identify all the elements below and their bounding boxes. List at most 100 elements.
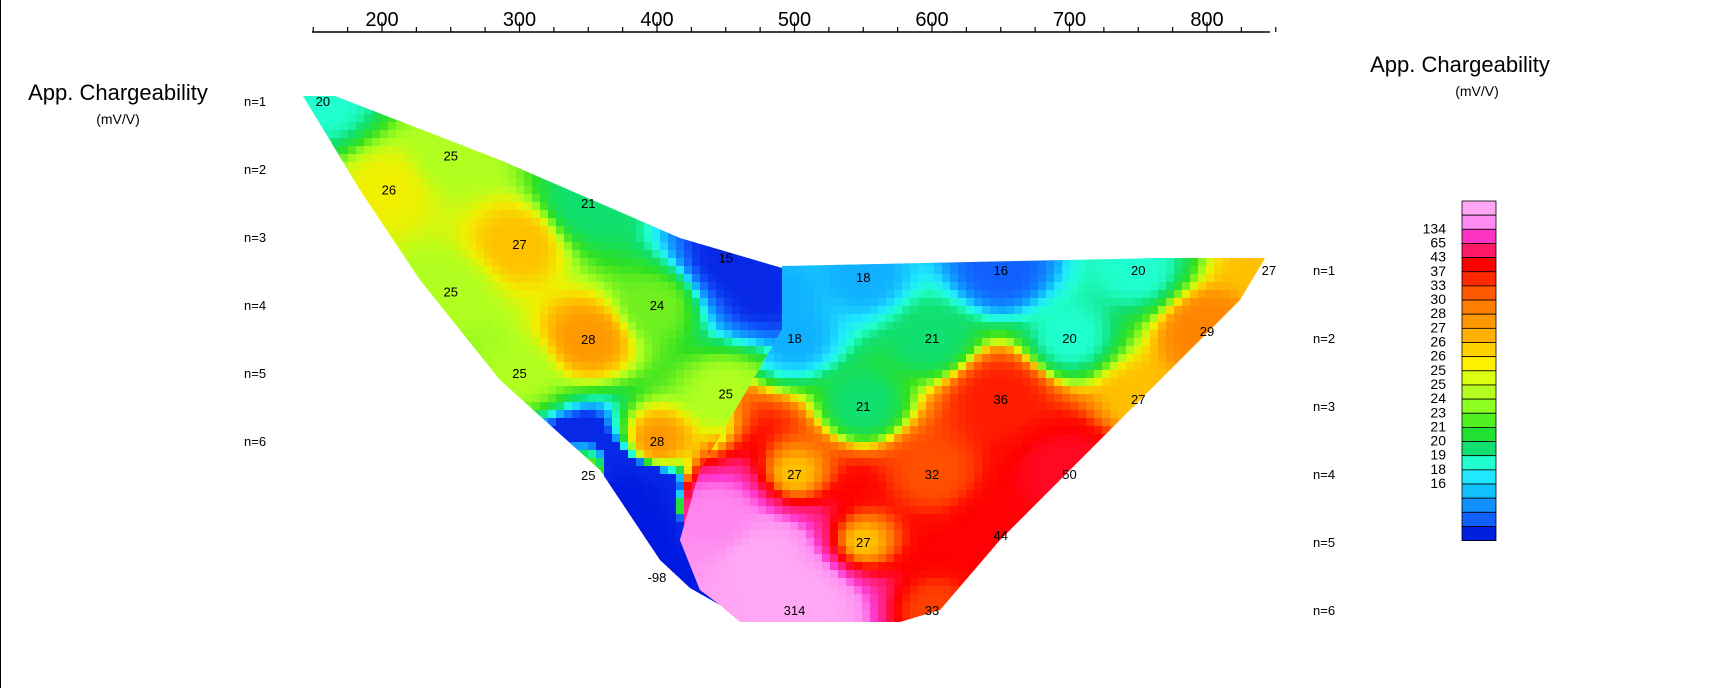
- colorbar-swatch: [1461, 483, 1497, 499]
- colorbar-tick-label: 23: [1430, 404, 1446, 420]
- data-value-label: 32: [925, 467, 939, 482]
- colorbar-tick-label: 25: [1430, 376, 1446, 392]
- colorbar-tick-label: 26: [1430, 348, 1446, 364]
- data-value-label: 27: [787, 467, 801, 482]
- data-value-label: -98: [648, 570, 667, 585]
- data-value-label: 28: [650, 434, 664, 449]
- left-level-label: n=4: [244, 298, 266, 313]
- colorbar-tick-label: 24: [1430, 390, 1446, 406]
- data-value-label: 20: [1062, 331, 1076, 346]
- data-value-label: 50: [1062, 467, 1076, 482]
- right-level-label: n=5: [1313, 535, 1335, 550]
- x-tick-label: 800: [1190, 9, 1223, 31]
- colorbar-tick-label: 21: [1430, 418, 1446, 434]
- x-tick-label: 700: [1053, 9, 1086, 31]
- colorbar-swatch: [1461, 469, 1497, 485]
- left-level-label: n=5: [244, 366, 266, 381]
- colorbar-swatch: [1461, 497, 1497, 513]
- data-value-label: 314: [784, 603, 806, 618]
- colorbar-swatch: [1461, 398, 1497, 414]
- data-value-label: 20: [1131, 263, 1145, 278]
- x-tick-label: 300: [503, 9, 536, 31]
- data-value-label: 25: [581, 468, 595, 483]
- colorbar-swatch: [1461, 214, 1497, 230]
- left-panel-title: App. Chargeability: [28, 80, 208, 105]
- colorbar-swatch: [1461, 228, 1497, 244]
- x-tick-label: 500: [778, 9, 811, 31]
- data-value-label: 18: [787, 331, 801, 346]
- x-axis: 200 300 400 500 600 700 800: [312, 9, 1277, 33]
- data-value-label: 21: [856, 399, 870, 414]
- data-value-label: 27: [1131, 392, 1145, 407]
- x-tick-label: 600: [915, 9, 948, 31]
- colorbar-tick-label: 43: [1430, 249, 1446, 265]
- colorbar-swatch: [1461, 313, 1497, 329]
- colorbar-swatch: [1461, 455, 1497, 471]
- colorbar-swatch: [1461, 384, 1497, 400]
- colorbar-swatch: [1461, 327, 1497, 343]
- data-value-label: 28: [581, 332, 595, 347]
- colorbar-tick-label: 27: [1430, 319, 1446, 335]
- colorbar-tick-label: 33: [1430, 277, 1446, 293]
- colorbar-swatch: [1461, 200, 1497, 216]
- data-value-label: 25: [719, 386, 733, 401]
- colorbar-swatch: [1461, 426, 1497, 442]
- colorbar-swatch: [1461, 441, 1497, 457]
- colorbar-swatch: [1461, 511, 1497, 527]
- colorbar-swatch: [1461, 285, 1497, 301]
- colorbar-tick-label: 37: [1430, 263, 1446, 279]
- data-value-label: 26: [382, 182, 396, 197]
- colorbar-tick-label: 25: [1430, 362, 1446, 378]
- colorbar-swatch: [1461, 370, 1497, 386]
- data-value-label: 21: [925, 331, 939, 346]
- right-level-label: n=1: [1313, 263, 1335, 278]
- data-value-label: 20: [316, 94, 330, 109]
- data-value-label: 33: [925, 603, 939, 618]
- right-level-label: n=2: [1313, 331, 1335, 346]
- colorbar-swatch: [1461, 356, 1497, 372]
- colorbar-tick-label: 19: [1430, 447, 1446, 463]
- colorbar-swatch: [1461, 412, 1497, 428]
- x-tick-label: 200: [365, 9, 398, 31]
- left-level-label: n=6: [244, 434, 266, 449]
- colorbar-swatch: [1461, 243, 1497, 258]
- data-value-label: 27: [512, 237, 526, 252]
- colorbar-tick-label: 30: [1430, 291, 1446, 307]
- data-value-label: 25: [444, 284, 458, 299]
- colorbar-swatch: [1461, 257, 1497, 273]
- colorbar-tick-label: 16: [1430, 475, 1446, 491]
- colorbar-swatch: [1461, 526, 1497, 542]
- colorbar-tick-label: 20: [1430, 433, 1446, 449]
- data-value-label: 36: [994, 392, 1008, 407]
- data-value-label: 21: [581, 196, 595, 211]
- colorbar-tick-label: 134: [1423, 220, 1447, 236]
- data-value-label: 16: [994, 263, 1008, 278]
- data-value-label: 24: [650, 298, 664, 313]
- left-panel-unit: (mV/V): [96, 111, 140, 127]
- right-level-label: n=6: [1313, 603, 1335, 618]
- colorbar-title: App. Chargeability: [1370, 52, 1550, 77]
- right-level-label: n=4: [1313, 467, 1335, 482]
- left-level-label: n=3: [244, 230, 266, 245]
- left-level-label: n=1: [244, 94, 266, 109]
- data-value-label: 27: [856, 535, 870, 550]
- left-level-label: n=2: [244, 162, 266, 177]
- data-value-label: 27: [1262, 263, 1276, 278]
- colorbar-swatch: [1461, 271, 1497, 287]
- data-value-label: 18: [856, 270, 870, 285]
- colorbar-tick-label: 65: [1430, 234, 1446, 250]
- x-tick-label: 400: [640, 9, 673, 31]
- colorbar-tick-label: 26: [1430, 334, 1446, 350]
- colorbar-tick-label: 28: [1430, 305, 1446, 321]
- colorbar-unit: (mV/V): [1455, 83, 1499, 99]
- data-value-label: 25: [512, 366, 526, 381]
- colorbar-swatch: [1461, 299, 1497, 315]
- data-value-label: 25: [444, 148, 458, 163]
- data-value-label: 29: [1200, 324, 1214, 339]
- colorbar: App. Chargeability (mV/V) 13465433733302…: [1370, 52, 1550, 542]
- right-level-label: n=3: [1313, 399, 1335, 414]
- colorbar-swatch: [1461, 342, 1497, 358]
- data-value-label: 15: [719, 250, 733, 265]
